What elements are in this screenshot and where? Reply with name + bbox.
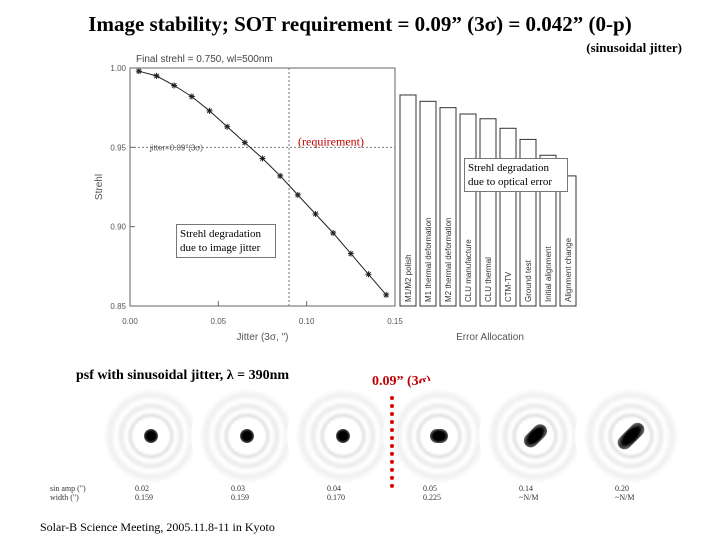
psf-width: ~N/M (615, 493, 635, 502)
allocation-bar (439, 107, 457, 307)
psf-core (240, 429, 254, 443)
data-point (153, 72, 160, 79)
data-point (188, 93, 195, 100)
psf-label: psf with sinusoidal jitter, λ = 390nm (76, 368, 290, 383)
psf-width: 0.170 (327, 493, 345, 502)
jitter-note: Strehl degradation due to image jitter (176, 224, 276, 258)
psf-caption: 0.20 ~N/M (615, 484, 634, 502)
y-tick-label: 1.00 (110, 64, 126, 73)
y-tick-label: 0.95 (110, 143, 126, 152)
psf-amp: 0.02 (135, 484, 149, 493)
allocation-label: CLU thermal (484, 257, 493, 302)
data-point (277, 172, 284, 179)
psf-amp: 0.14 (519, 484, 533, 493)
psf-image (479, 380, 591, 492)
slide-subtitle: (sinusoidal jitter) (586, 40, 682, 55)
requirement-label: (requirement) (298, 134, 364, 148)
allocation-bar (539, 154, 557, 307)
allocation-label: Ground test (524, 259, 533, 302)
psf-core (614, 419, 648, 453)
psf-image (95, 380, 207, 492)
psf-image (287, 380, 399, 492)
allocation-label: M1 thermal deformation (424, 218, 433, 302)
jitter-line-label: jitter=0.09"(3σ) (149, 143, 203, 152)
y-tick-label: 0.85 (110, 302, 126, 311)
data-point (365, 271, 372, 278)
data-point (224, 123, 231, 130)
psf-caption: 0.04 0.170 (327, 484, 345, 502)
allocation-bar (419, 100, 437, 307)
psf-width: 0.159 (135, 493, 153, 502)
psf-amp: 0.04 (327, 484, 341, 493)
psf-caption: 0.14 ~N/M (519, 484, 538, 502)
psf-image (191, 380, 303, 492)
allocation-bar (559, 175, 577, 307)
psf-width: 0.159 (231, 493, 249, 502)
x-tick-label: 0.05 (211, 317, 227, 326)
x-tick-label: 0.00 (122, 317, 138, 326)
psf-image (575, 380, 687, 492)
allocation-label: CTM-TV (504, 271, 513, 302)
allocation-bar (399, 94, 417, 307)
psf-core (335, 429, 351, 443)
allocation-label: M2 thermal deformation (444, 218, 453, 302)
y-axis-label: Strehl (94, 174, 105, 200)
plot-frame (129, 67, 396, 307)
data-point (383, 291, 390, 298)
allocation-label: CLU manufacture (464, 239, 473, 302)
psf-amp: 0.03 (231, 484, 245, 493)
data-point (294, 191, 301, 198)
y-tick-label: 0.90 (110, 223, 126, 232)
footer: Solar-B Science Meeting, 2005.11.8-11 in… (40, 520, 275, 534)
slide-title: Image stability; SOT requirement = 0.09”… (88, 12, 632, 36)
plot-area: Final strehl = 0.750, wl=500nm 1.00 0.95 0.… (94, 54, 577, 343)
data-point (330, 230, 337, 237)
psf-amp: 0.20 (615, 484, 629, 493)
allocation-label: M1/M2 polish (404, 254, 413, 302)
data-point (347, 250, 354, 257)
data-point (171, 82, 178, 89)
allocation-label: Alignment change (564, 237, 573, 302)
x-tick-label: 0.15 (387, 317, 403, 326)
chart-title: Final strehl = 0.750, wl=500nm (136, 54, 273, 65)
psf-caption: 0.02 0.159 (135, 484, 153, 502)
x-axis-label: Jitter (3σ, ") (237, 332, 289, 343)
psf-core (520, 421, 550, 451)
psf-row-labels: sin amp (") width (") (50, 484, 86, 502)
psf-core (429, 429, 449, 443)
x-tick-label: 0.10 (299, 317, 315, 326)
data-point (312, 210, 319, 217)
psf-width: 0.225 (423, 493, 441, 502)
psf-image (383, 380, 495, 492)
strehl-curve (138, 70, 387, 296)
data-point (241, 139, 248, 146)
allocation-label: Initial alignment (544, 246, 553, 302)
data-point (259, 155, 266, 162)
psf-caption: 0.03 0.159 (231, 484, 249, 502)
allocation-xlabel: Error Allocation (456, 332, 524, 343)
optical-note: Strehl degradation due to optical error (464, 158, 568, 192)
psf-core (144, 429, 158, 443)
strehl-chart: Final strehl = 0.750, wl=500nm 1.00 0.95 0.… (94, 54, 577, 343)
data-point (135, 68, 142, 75)
psf-amp: 0.05 (423, 484, 437, 493)
data-point (206, 107, 213, 114)
psf-width: ~N/M (519, 493, 539, 502)
psf-caption: 0.05 0.225 (423, 484, 441, 502)
requirement-marker (390, 396, 394, 488)
